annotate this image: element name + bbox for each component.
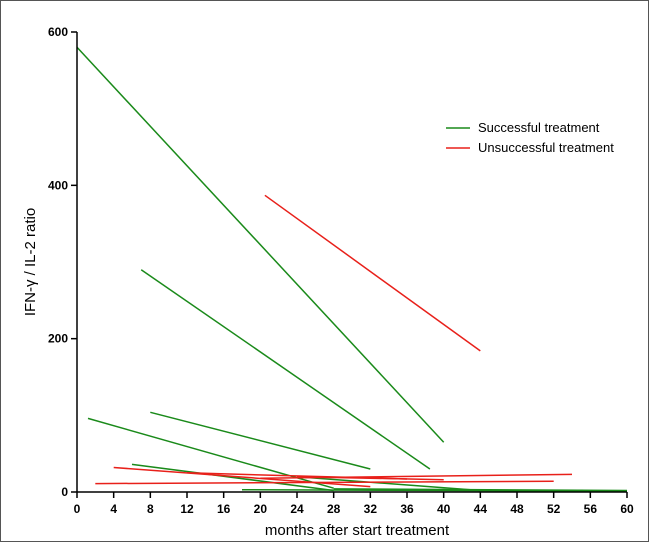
x-tick-label: 48 xyxy=(510,502,524,516)
unsuccessful-treatment-line-1 xyxy=(264,194,481,352)
x-tick-label: 44 xyxy=(474,502,488,516)
x-tick-label: 36 xyxy=(400,502,414,516)
legend: Successful treatment Unsuccessful treatm… xyxy=(446,120,614,155)
y-ticks: 0 200 400 600 xyxy=(48,25,77,499)
y-tick-label: 600 xyxy=(48,25,68,39)
unsuccessful-treatment-line-6 xyxy=(186,472,408,480)
successful-treatment-line-1 xyxy=(76,46,445,443)
legend-label-successful: Successful treatment xyxy=(478,120,600,135)
legend-label-unsuccessful: Unsuccessful treatment xyxy=(478,140,614,155)
series-lines xyxy=(76,46,628,492)
successful-treatment-line-5 xyxy=(131,463,334,492)
y-tick-label: 200 xyxy=(48,332,68,346)
y-tick-label: 0 xyxy=(61,485,68,499)
successful-treatment-line-4 xyxy=(87,417,334,489)
x-tick-label: 52 xyxy=(547,502,561,516)
x-tick-label: 0 xyxy=(74,502,81,516)
x-tick-label: 60 xyxy=(620,502,634,516)
x-ticks: 0 4 8 12 16 20 24 28 32 36 40 44 48 52 56 60 xyxy=(74,492,634,516)
x-tick-label: 4 xyxy=(110,502,117,516)
unsuccessful-treatment-line-2 xyxy=(113,466,371,488)
x-tick-label: 56 xyxy=(584,502,598,516)
successful-treatment-line-3 xyxy=(150,411,371,470)
successful-treatment-line-8 xyxy=(296,475,481,492)
successful-treatment-line-6 xyxy=(241,488,628,492)
x-tick-label: 32 xyxy=(364,502,378,516)
x-tick-label: 24 xyxy=(290,502,304,516)
x-tick-label: 20 xyxy=(254,502,268,516)
y-tick-label: 400 xyxy=(48,178,68,192)
successful-treatment-line-2 xyxy=(140,269,431,470)
x-axis-title: months after start treatment xyxy=(265,522,450,539)
x-tick-label: 28 xyxy=(327,502,341,516)
x-tick-label: 12 xyxy=(180,502,194,516)
x-tick-label: 16 xyxy=(217,502,231,516)
x-tick-label: 8 xyxy=(147,502,154,516)
y-axis-title: IFN-γ / IL-2 ratio xyxy=(22,208,39,316)
unsuccessful-treatment-line-3 xyxy=(95,480,554,485)
successful-treatment-line-7 xyxy=(333,488,628,492)
x-tick-label: 40 xyxy=(437,502,451,516)
